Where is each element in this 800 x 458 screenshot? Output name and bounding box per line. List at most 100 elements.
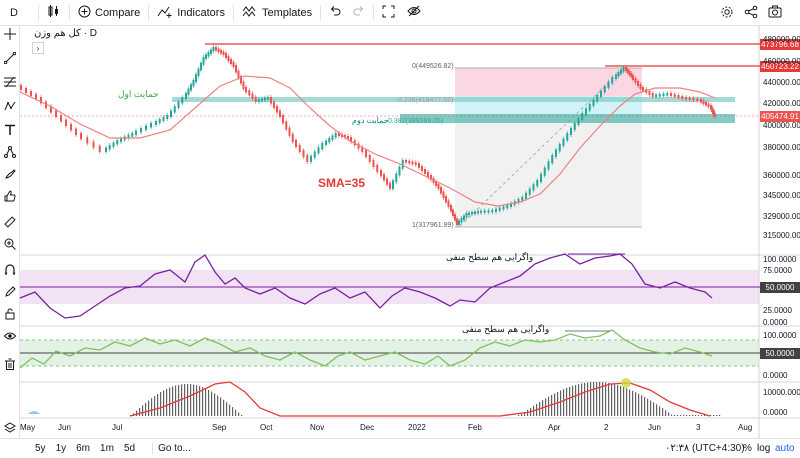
- fib-tool[interactable]: [1, 74, 19, 92]
- range-button-1m[interactable]: 1m: [100, 443, 114, 454]
- time-axis-label: 2: [604, 423, 609, 432]
- icons-tool[interactable]: [1, 188, 19, 206]
- candle-body: [145, 125, 147, 130]
- support-zone-second[interactable]: [400, 114, 735, 123]
- histogram-bar: [581, 383, 583, 416]
- pattern-icon: [4, 100, 16, 115]
- undo-button[interactable]: [323, 0, 347, 26]
- settings-button[interactable]: [716, 0, 738, 26]
- fib-zone-top[interactable]: [455, 68, 642, 96]
- node-tool[interactable]: [1, 144, 19, 162]
- fib-label-0[interactable]: 0(449526.82): [412, 63, 454, 70]
- candle-body: [471, 212, 473, 215]
- histogram-bar: [689, 415, 691, 416]
- histogram-bar: [680, 415, 682, 416]
- candle-body: [427, 172, 429, 177]
- histogram-bar: [229, 404, 231, 416]
- candle-body: [637, 81, 639, 86]
- candle-body: [510, 203, 512, 207]
- log-toggle[interactable]: log: [757, 443, 771, 454]
- share-button[interactable]: [740, 0, 762, 26]
- support-zone-first[interactable]: [172, 97, 735, 102]
- range-button-1y[interactable]: 1y: [55, 443, 67, 454]
- goto-button[interactable]: Go to...: [152, 443, 196, 454]
- oscillator-histogram[interactable]: [130, 382, 721, 416]
- rsi-line[interactable]: [20, 253, 713, 319]
- candle-body: [217, 48, 220, 52]
- sma-label[interactable]: SMA=35: [318, 176, 366, 190]
- legend-collapse-button[interactable]: ›: [32, 42, 44, 54]
- remove-drawings-tool[interactable]: [1, 356, 19, 374]
- mfi-divergence-label[interactable]: واگرایی هم سطح منفی: [462, 324, 550, 334]
- candle-body: [456, 218, 458, 225]
- time-axis-label: May: [20, 423, 36, 432]
- candle-body: [615, 74, 617, 79]
- snapshot-button[interactable]: [764, 0, 786, 26]
- auto-toggle[interactable]: auto: [775, 443, 795, 454]
- fib-trend-line[interactable]: [459, 67, 625, 227]
- redo-button[interactable]: [347, 0, 371, 26]
- timezone-clock[interactable]: ۰۲:۳۸ (UTC+4:30): [665, 443, 745, 454]
- range-button-6m[interactable]: 6m: [76, 443, 91, 454]
- fib-zone-bottom[interactable]: [455, 117, 642, 227]
- candle-body: [577, 118, 580, 125]
- candle-body: [562, 138, 565, 146]
- templates-button[interactable]: Templates: [236, 0, 318, 26]
- candle-body: [282, 115, 284, 124]
- hide-drawings-button[interactable]: [401, 0, 427, 26]
- text-tool[interactable]: [1, 122, 19, 140]
- candle-body: [700, 99, 702, 103]
- histogram-bar: [665, 410, 667, 416]
- pattern-tool[interactable]: [1, 98, 19, 116]
- candle-body: [630, 73, 633, 77]
- histogram-bar: [184, 384, 186, 416]
- histogram-bar: [136, 410, 138, 416]
- indicators-button[interactable]: Indicators: [151, 0, 231, 26]
- candle-body: [170, 110, 172, 117]
- range-button-5d[interactable]: 5d: [123, 443, 136, 454]
- histogram-bar: [151, 398, 153, 416]
- candle-body: [642, 87, 644, 91]
- measure-tool[interactable]: [1, 214, 19, 232]
- shapes-tool[interactable]: [1, 166, 19, 184]
- histogram-bar: [214, 393, 216, 416]
- oscillator-event-marker[interactable]: [28, 411, 40, 414]
- chart-type-button[interactable]: [41, 0, 67, 26]
- candle-body: [398, 166, 401, 176]
- percent-toggle[interactable]: %: [743, 443, 752, 454]
- fib-label-236[interactable]: 0.236(418477.52): [398, 97, 454, 104]
- object-tree-tool[interactable]: [1, 420, 19, 438]
- oscillator-axis-label: 10000.0000: [763, 388, 800, 397]
- range-button-5y[interactable]: 5y: [35, 443, 46, 454]
- candle-body: [495, 208, 497, 212]
- support-second-label[interactable]: حمایت دوم: [352, 116, 389, 125]
- support-first-label[interactable]: حمایت اول: [118, 89, 159, 99]
- mfi-line[interactable]: [20, 329, 713, 369]
- chart-canvas[interactable]: [20, 26, 800, 438]
- price-axis-label: 420000.00: [763, 99, 800, 108]
- candle-body: [588, 104, 591, 111]
- magnet-tool[interactable]: [1, 262, 19, 280]
- oscillator-line[interactable]: [129, 381, 711, 417]
- histogram-bar: [632, 390, 634, 416]
- crosshair-tool[interactable]: [1, 26, 19, 44]
- candles-series[interactable]: [20, 45, 716, 227]
- chart-legend[interactable]: کل هم وزن · D: [34, 28, 97, 39]
- fib-label-382[interactable]: 0.382(399269.05): [388, 118, 444, 125]
- hide-tool[interactable]: [1, 328, 19, 346]
- chart-area[interactable]: کل هم وزن · D › حمایت اول حمایت دوم SMA=…: [20, 26, 800, 438]
- symbol-button[interactable]: D: [0, 0, 36, 26]
- fullscreen-button[interactable]: [376, 0, 401, 26]
- candle-body: [460, 218, 463, 223]
- trend-line-tool[interactable]: [1, 50, 19, 68]
- candle-body: [325, 140, 327, 145]
- zoom-tool[interactable]: [1, 236, 19, 254]
- oscillator-peak-marker[interactable]: [621, 378, 631, 388]
- sma-line[interactable]: [20, 75, 716, 207]
- stay-in-drawing-tool[interactable]: [1, 284, 19, 302]
- fib-label-1[interactable]: 1(317961.99): [412, 222, 454, 229]
- lock-drawings-tool[interactable]: [1, 306, 19, 324]
- rsi-divergence-label[interactable]: واگرایی هم سطح منفی: [446, 252, 534, 262]
- pencil-lock-icon: [4, 285, 16, 301]
- compare-button[interactable]: Compare: [72, 0, 146, 26]
